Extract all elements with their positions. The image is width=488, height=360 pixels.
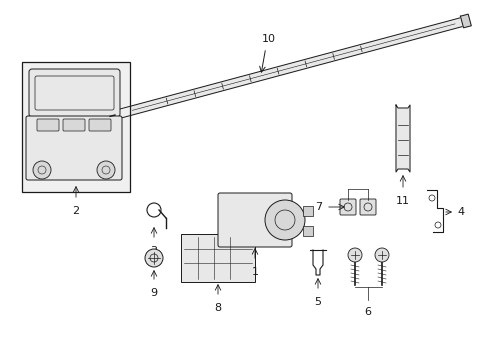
Polygon shape xyxy=(395,105,409,172)
Text: 5: 5 xyxy=(314,297,321,307)
FancyBboxPatch shape xyxy=(303,206,312,216)
Text: 8: 8 xyxy=(214,303,221,313)
FancyBboxPatch shape xyxy=(218,193,291,247)
Text: 1: 1 xyxy=(251,267,258,277)
FancyBboxPatch shape xyxy=(22,62,130,192)
Circle shape xyxy=(97,161,115,179)
Circle shape xyxy=(374,248,388,262)
FancyBboxPatch shape xyxy=(339,199,355,215)
Text: 4: 4 xyxy=(456,207,463,217)
Text: 2: 2 xyxy=(72,206,80,216)
Circle shape xyxy=(347,248,361,262)
Circle shape xyxy=(33,161,51,179)
FancyBboxPatch shape xyxy=(37,119,59,131)
FancyBboxPatch shape xyxy=(63,119,85,131)
Text: 11: 11 xyxy=(395,196,409,206)
FancyBboxPatch shape xyxy=(89,119,111,131)
Text: 10: 10 xyxy=(261,34,275,44)
FancyBboxPatch shape xyxy=(181,234,254,282)
FancyBboxPatch shape xyxy=(26,116,122,180)
Text: 6: 6 xyxy=(364,307,371,317)
Text: 7: 7 xyxy=(314,202,321,212)
FancyBboxPatch shape xyxy=(359,199,375,215)
Polygon shape xyxy=(460,14,470,28)
Circle shape xyxy=(145,249,163,267)
FancyBboxPatch shape xyxy=(29,69,120,117)
Circle shape xyxy=(264,200,305,240)
Text: 9: 9 xyxy=(150,288,157,298)
Polygon shape xyxy=(114,18,462,120)
FancyBboxPatch shape xyxy=(303,226,312,236)
Text: 3: 3 xyxy=(150,246,157,256)
